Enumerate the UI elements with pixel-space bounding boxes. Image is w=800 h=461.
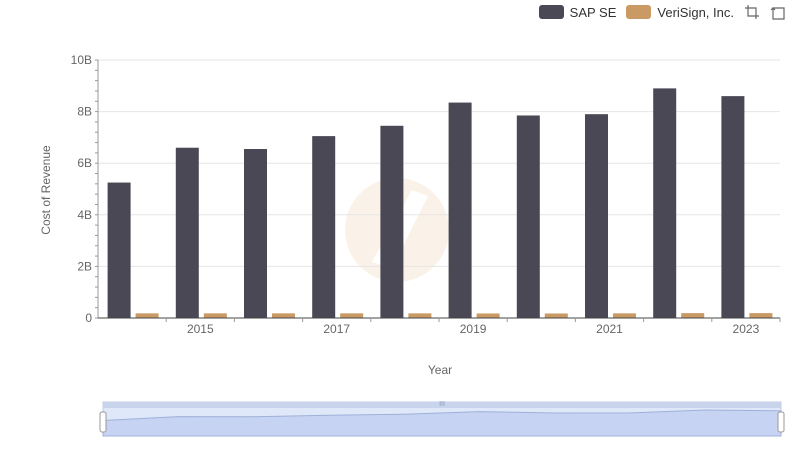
legend-swatch-verisign xyxy=(626,5,652,19)
x-tick-label: 2015 xyxy=(187,322,214,336)
legend-swatch-sap xyxy=(538,5,564,19)
bar-verisign-2020[interactable] xyxy=(544,313,568,318)
bar-sap-2020[interactable] xyxy=(516,115,540,318)
legend: SAP SE VeriSign, Inc. xyxy=(538,4,786,20)
bar-verisign-2017[interactable] xyxy=(340,313,364,318)
slider-grip-icon[interactable]: III xyxy=(439,401,445,408)
legend-label-sap: SAP SE xyxy=(569,4,617,20)
y-tick-label: 6B xyxy=(77,156,92,170)
x-tick-label: 2021 xyxy=(596,322,623,336)
x-axis-label: Year xyxy=(428,363,452,377)
bar-sap-2015[interactable] xyxy=(175,147,199,318)
restore-icon[interactable] xyxy=(770,4,786,20)
legend-item-sap[interactable]: SAP SE xyxy=(538,4,617,20)
y-tick-label: 8B xyxy=(77,105,92,119)
x-tick-label: 2023 xyxy=(733,322,760,336)
x-tick-label: 2019 xyxy=(460,322,487,336)
y-tick-label: 10B xyxy=(71,53,92,67)
y-axis-label: Cost of Revenue xyxy=(39,145,53,235)
slider-handle-left[interactable] xyxy=(99,411,107,433)
bar-sap-2017[interactable] xyxy=(312,136,336,318)
bar-verisign-2023[interactable] xyxy=(749,313,773,318)
legend-label-verisign: VeriSign, Inc. xyxy=(657,4,734,20)
y-tick-label: 0 xyxy=(85,311,92,325)
zoom-icon[interactable] xyxy=(744,4,760,20)
bar-sap-2014[interactable] xyxy=(107,182,131,318)
slider-handle-right[interactable] xyxy=(777,411,785,433)
x-tick-label: 2017 xyxy=(323,322,350,336)
bar-verisign-2021[interactable] xyxy=(613,313,636,318)
bar-sap-2018[interactable] xyxy=(380,125,404,318)
bar-verisign-2019[interactable] xyxy=(476,313,500,318)
slider-top-bar xyxy=(103,402,781,408)
y-tick-label: 4B xyxy=(77,208,92,222)
bar-verisign-2016[interactable] xyxy=(272,313,295,318)
bar-verisign-2015[interactable] xyxy=(203,313,227,318)
legend-item-verisign[interactable]: VeriSign, Inc. xyxy=(626,5,734,20)
y-tick-label: 2B xyxy=(77,259,92,273)
bar-sap-2016[interactable] xyxy=(244,149,267,318)
data-zoom-slider[interactable]: III xyxy=(99,401,785,437)
bar-verisign-2014[interactable] xyxy=(135,313,159,318)
bar-verisign-2022[interactable] xyxy=(681,313,705,318)
bar-sap-2019[interactable] xyxy=(448,102,472,318)
bar-sap-2021[interactable] xyxy=(585,114,608,319)
bar-sap-2022[interactable] xyxy=(653,88,677,318)
slider-preview-area xyxy=(102,409,782,437)
bar-verisign-2018[interactable] xyxy=(408,313,432,318)
bar-sap-2023[interactable] xyxy=(721,96,745,319)
